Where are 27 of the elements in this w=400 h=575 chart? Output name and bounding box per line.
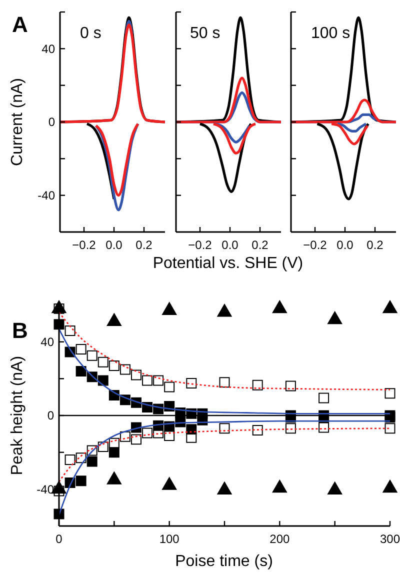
text: 50 s: [190, 25, 220, 42]
x-tick-label: −0.2: [72, 238, 96, 252]
x-tick-label: 0.2: [136, 238, 153, 252]
text: 0 s: [80, 25, 102, 42]
y-axis-title: Current (nA): [9, 78, 26, 166]
x-axis-title: Potential vs. SHE (V): [152, 255, 304, 272]
text: A: [12, 12, 28, 37]
x-tick-label: 100: [159, 532, 180, 546]
y-tick-label: -40: [38, 188, 56, 203]
x-tick-label: −0.2: [303, 238, 328, 252]
text: B: [12, 318, 28, 343]
x-tick-label: 0.2: [366, 238, 384, 252]
x-tick-label: 300: [380, 532, 400, 546]
x-tick-label: 0.0: [222, 238, 239, 252]
x-tick-label: 200: [270, 532, 290, 546]
y-axis-title: Peak height (nA): [9, 356, 26, 476]
y-tick-label: 40: [40, 335, 54, 350]
x-tick-label: 0.2: [252, 238, 269, 252]
y-tick-label: 0: [47, 408, 54, 423]
x-tick-label: −0.2: [188, 238, 212, 252]
y-tick-label: 0: [48, 115, 56, 130]
text: 100 s: [311, 25, 350, 42]
x-tick-label: 0.0: [106, 238, 123, 252]
x-tick-label: 0.0: [336, 238, 354, 252]
y-tick-label: -40: [36, 482, 54, 496]
y-tick-label: 40: [42, 42, 56, 56]
x-axis-title: Poise time (s): [175, 553, 273, 570]
